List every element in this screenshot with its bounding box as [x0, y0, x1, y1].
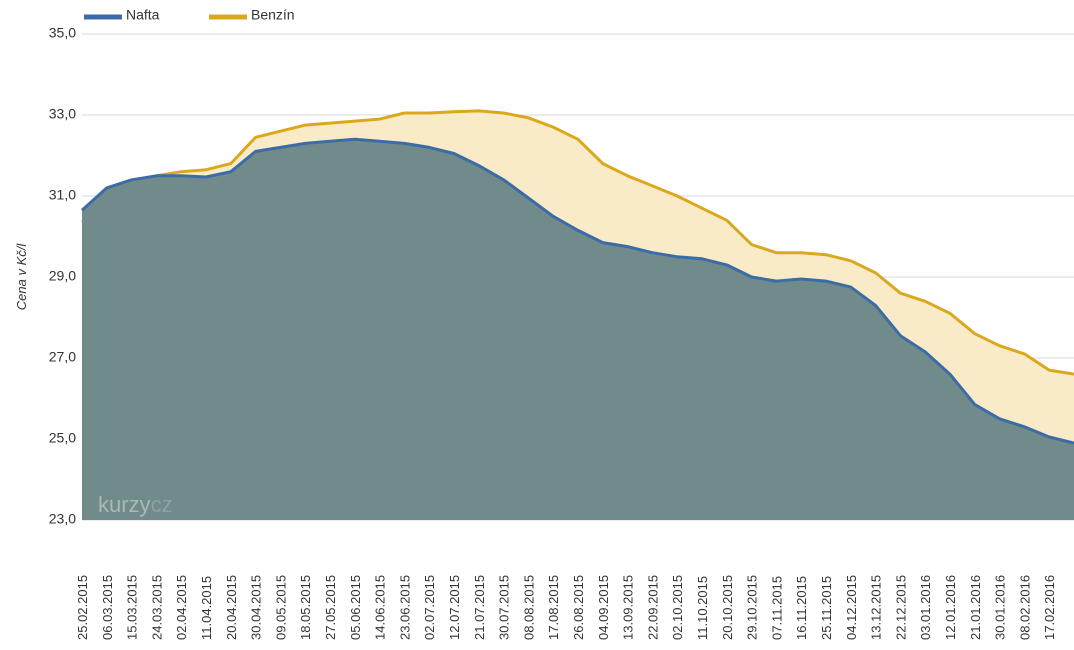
x-tick-label: 02.04.2015	[174, 575, 189, 640]
x-tick-label: 24.03.2015	[149, 575, 164, 640]
x-tick-label: 06.03.2015	[100, 575, 115, 640]
watermark-part: kurzy	[98, 492, 151, 517]
x-tick-label: 16.11.2015	[794, 576, 809, 640]
y-tick-label: 27,0	[49, 349, 76, 365]
x-tick-label: 05.06.2015	[348, 575, 363, 640]
x-tick-label: 13.12.2015	[869, 575, 884, 640]
x-tick-label: 30.07.2015	[497, 575, 512, 640]
y-tick-label: 35,0	[49, 25, 76, 41]
series-line	[80, 109, 1074, 376]
x-tick-label: 30.04.2015	[249, 575, 264, 640]
x-tick-label: 12.07.2015	[447, 575, 462, 640]
area-fill	[82, 139, 1074, 521]
x-tick-label: 21.01.2016	[968, 575, 983, 640]
watermark: kurzycz	[98, 492, 173, 517]
y-tick-label: 29,0	[49, 268, 76, 284]
x-tick-label: 02.07.2015	[422, 575, 437, 640]
x-tick-label: 17.08.2015	[546, 575, 561, 640]
x-tick-label: 03.01.2016	[918, 575, 933, 640]
x-tick-label: 12.01.2016	[943, 575, 958, 640]
watermark-part: cz	[151, 492, 173, 517]
legend-label: Benzín	[251, 7, 295, 23]
x-tick-label: 02.10.2015	[670, 575, 685, 640]
x-tick-label: 15.03.2015	[125, 575, 140, 640]
x-tick-label: 22.09.2015	[645, 575, 660, 640]
x-tick-label: 20.04.2015	[224, 575, 239, 640]
x-tick-label: 30.01.2016	[993, 575, 1008, 640]
x-tick-label: 07.11.2015	[769, 576, 784, 640]
x-tick-label: 26.08.2015	[571, 575, 586, 640]
x-tick-label: 27.05.2015	[323, 575, 338, 640]
x-tick-label: 04.09.2015	[596, 575, 611, 640]
x-tick-label: 13.09.2015	[621, 575, 636, 640]
x-tick-label: 11.04.2015	[199, 576, 214, 640]
y-tick-label: 25,0	[49, 430, 76, 446]
legend-label: Nafta	[126, 7, 160, 23]
x-tick-label: 11.10.2015	[695, 576, 710, 640]
x-tick-label: 08.08.2015	[521, 575, 536, 640]
x-tick-label: 21.07.2015	[472, 575, 487, 640]
series-line	[80, 137, 1074, 445]
y-tick-label: 23,0	[49, 511, 76, 527]
x-tick-label: 29.10.2015	[745, 575, 760, 640]
x-tick-label: 18.05.2015	[298, 575, 313, 640]
x-tick-label: 17.02.2016	[1042, 575, 1057, 640]
x-tick-label: 25.11.2015	[819, 576, 834, 640]
y-axis-title: Cena v Kč/l	[14, 243, 29, 311]
x-tick-label: 14.06.2015	[373, 575, 388, 640]
x-tick-label: 04.12.2015	[844, 575, 859, 640]
x-tick-label: 22.12.2015	[893, 575, 908, 640]
x-tick-label: 09.05.2015	[273, 575, 288, 640]
y-tick-label: 33,0	[49, 106, 76, 122]
y-tick-label: 31,0	[49, 187, 76, 203]
x-tick-label: 08.02.2016	[1017, 575, 1032, 640]
x-tick-label: 20.10.2015	[720, 575, 735, 640]
x-tick-label: 25.02.2015	[75, 575, 90, 640]
x-tick-label: 23.06.2015	[397, 575, 412, 640]
